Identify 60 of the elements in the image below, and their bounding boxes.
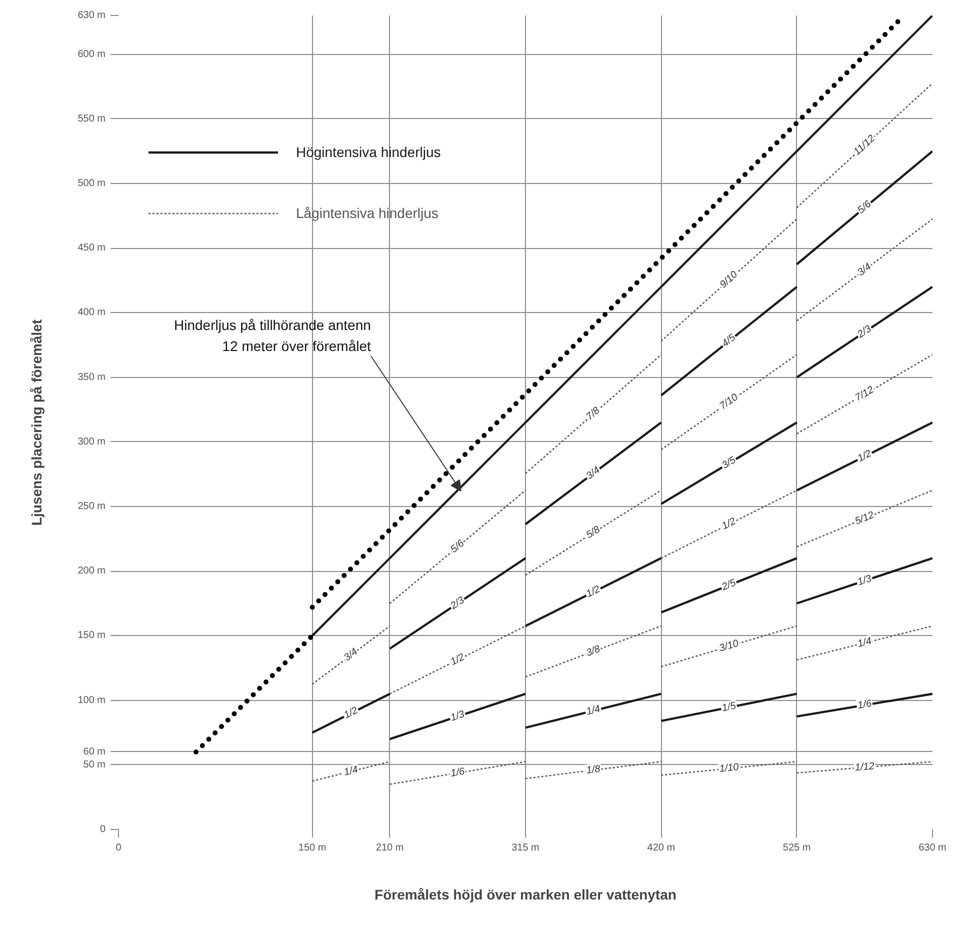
annotation: 1/3 xyxy=(856,573,874,588)
annotation: 2/5 xyxy=(720,577,738,594)
annotation: 1/4 xyxy=(342,764,360,778)
y-tick-label: 60 m xyxy=(83,746,106,758)
y-tick-label: 150 m xyxy=(78,630,106,642)
y-tick-label: 500 m xyxy=(78,178,106,189)
y-tick-label: 0 xyxy=(100,824,106,835)
annotation: 1/2 xyxy=(584,584,602,600)
x-tick-label: 630 m xyxy=(918,842,946,854)
annotation: 4/5 xyxy=(720,332,738,350)
annotation: 9/10 xyxy=(718,269,740,291)
y-tick-label: 200 m xyxy=(78,566,106,577)
text: Högintensiva hinderljus xyxy=(296,144,441,160)
annotation: 5/8 xyxy=(584,524,603,542)
x-tick-label: 210 m xyxy=(376,842,404,854)
y-tick-label: 550 m xyxy=(78,113,106,124)
annotation: 1/4 xyxy=(856,636,874,650)
x-axis-title: Föremålets höjd över marken eller vattenytan xyxy=(374,886,676,902)
annotation: 1/4 xyxy=(585,704,602,718)
x-tick-label: 0 xyxy=(116,842,122,854)
annotation: 1/5 xyxy=(721,700,738,714)
y-tick-label: 100 m xyxy=(78,694,106,706)
y-tick-label: 450 m xyxy=(78,242,106,254)
y-tick-label: 600 m xyxy=(78,48,106,60)
y-tick-label: 250 m xyxy=(78,500,106,512)
annotation: 5/12 xyxy=(854,510,876,528)
annotation: 1/2 xyxy=(856,448,874,464)
annotation: 7/8 xyxy=(584,404,603,423)
y-tick-label: 350 m xyxy=(78,372,106,383)
annotation: 3/8 xyxy=(584,644,602,660)
annotation: 3/4 xyxy=(584,464,603,482)
y-tick-label: 630 m xyxy=(78,10,106,21)
annotation: 2/3 xyxy=(448,594,467,612)
annotation: 5/6 xyxy=(448,538,467,556)
annotation: 1/12 xyxy=(854,761,876,774)
x-tick-label: 420 m xyxy=(647,842,676,854)
y-tick-label: 400 m xyxy=(78,307,106,318)
annotation: 3/5 xyxy=(720,454,738,472)
annotation: 1/2 xyxy=(448,652,467,668)
annotation: 1/3 xyxy=(449,708,466,724)
y-tick-label: 50 m xyxy=(83,759,106,770)
annotation: 3/4 xyxy=(856,261,874,278)
annotation: 5/6 xyxy=(856,198,874,216)
annotation: 1/6 xyxy=(450,766,466,780)
annotation: 3/4 xyxy=(342,646,360,664)
annotation: 1/2 xyxy=(720,516,738,532)
annotation: 7/10 xyxy=(718,392,740,412)
annotation: 1/10 xyxy=(718,762,740,775)
annotation: 1/8 xyxy=(586,764,602,777)
x-tick-label: 315 m xyxy=(512,842,540,854)
annotation: 1/6 xyxy=(856,698,873,712)
x-tick-label: 525 m xyxy=(782,842,811,854)
annotation: 2/3 xyxy=(855,323,874,342)
annotation: Hinderljus på tillhörande antenn 12 meter över föremålet xyxy=(174,317,372,354)
y-tick-label: 300 m xyxy=(78,436,106,448)
annotation: 7/12 xyxy=(853,384,876,404)
annotation: 1/2 xyxy=(342,704,360,722)
annotation: 3/10 xyxy=(718,638,740,654)
x-tick-label: 150 m xyxy=(298,842,326,854)
y-axis-title: Ljusens placering på föremålet xyxy=(28,319,45,526)
